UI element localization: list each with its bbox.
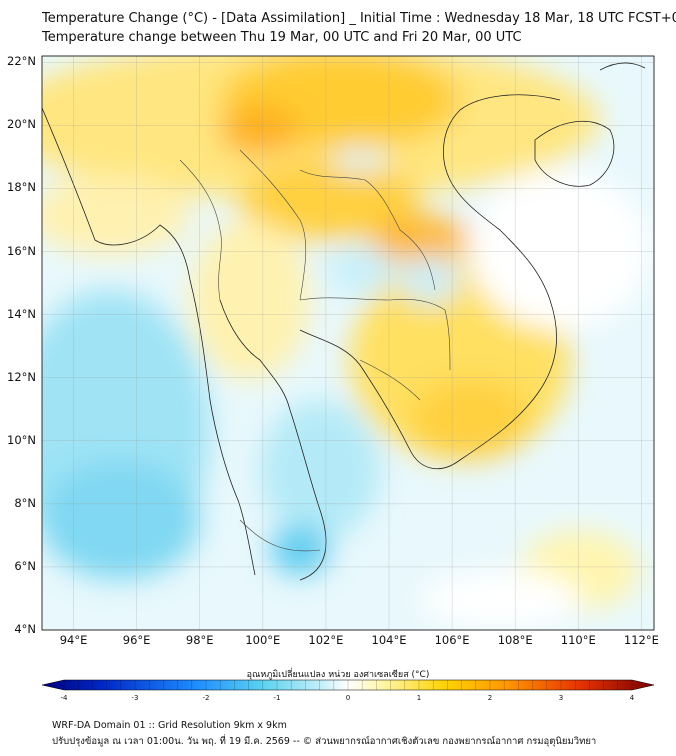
lon-tick-label: 106°E — [434, 633, 470, 647]
lat-tick-label: 16°N — [7, 243, 36, 258]
footer-model-info: WRF-DA Domain 01 :: Grid Resolution 9km … — [52, 720, 287, 731]
colorbar-tick-label: -4 — [60, 694, 68, 702]
lon-tick-label: 102°E — [308, 633, 344, 647]
lon-tick-label: 96°E — [122, 633, 151, 647]
lat-tick-label: 8°N — [14, 495, 36, 510]
lat-tick-label: 12°N — [7, 369, 36, 384]
lat-tick-label: 22°N — [7, 54, 36, 69]
colorbar-label: อุณหภูมิเปลี่ยนแปลง หน่วย องศาเซลเซียส (… — [246, 670, 430, 680]
colorbar-tick-label: 3 — [558, 694, 564, 702]
map-title-line2: Temperature change between Thu 19 Mar, 0… — [42, 30, 522, 45]
lon-tick-label: 108°E — [497, 633, 533, 647]
colorbar-tick-label: -1 — [273, 694, 281, 702]
colorbar-tick-label: 2 — [487, 694, 493, 702]
lat-tick-label: 20°N — [7, 117, 36, 132]
lon-tick-label: 98°E — [185, 633, 214, 647]
colorbar-tick-label: -2 — [202, 694, 210, 702]
map-frame — [41, 55, 655, 631]
map-title-line1: Temperature Change (°C) - [Data Assimila… — [42, 11, 676, 26]
lat-tick-label: 10°N — [7, 432, 36, 447]
lon-tick-label: 94°E — [59, 633, 88, 647]
lat-tick-label: 18°N — [7, 180, 36, 195]
lat-tick-label: 4°N — [14, 622, 36, 636]
lon-tick-label: 104°E — [371, 633, 407, 647]
colorbar-tick-label: 4 — [629, 694, 635, 702]
colorbar — [41, 679, 655, 691]
colorbar-tick-label: -3 — [131, 694, 139, 702]
lat-tick-label: 14°N — [7, 306, 36, 321]
lat-tick-label: 6°N — [14, 558, 36, 573]
lon-tick-label: 100°E — [245, 633, 281, 647]
footer-credit: ปรับปรุงข้อมูล ณ เวลา 01:00น. วัน พฤ. ที… — [52, 736, 597, 747]
colorbar-tick-label: 1 — [416, 694, 422, 702]
lon-tick-label: 112°E — [623, 633, 659, 647]
colorbar-tick-label: 0 — [345, 694, 351, 702]
lon-tick-label: 110°E — [560, 633, 596, 647]
graticule — [42, 56, 654, 631]
country-borders — [179, 149, 451, 552]
temperature-field — [42, 56, 654, 630]
